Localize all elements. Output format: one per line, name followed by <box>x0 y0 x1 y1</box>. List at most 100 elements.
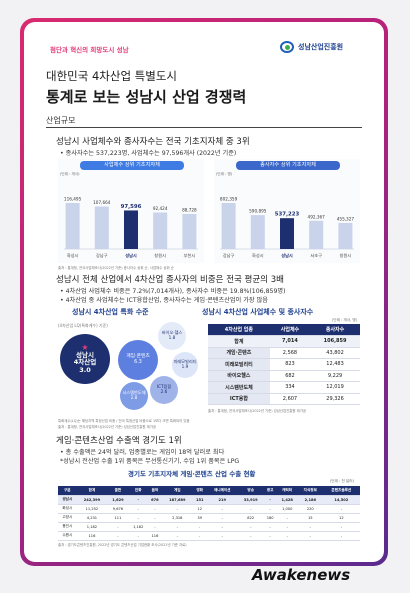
category-label: 강남구 <box>223 252 235 259</box>
table-cell: 9,676 <box>107 504 129 514</box>
table-cell: - <box>263 531 277 541</box>
table-cell: - <box>322 531 360 541</box>
category-label: 성남시 <box>125 252 137 259</box>
chart-plot: 116,495 화성시 107,664 강남구 97,596 성남시 92,424 창원시 88… <box>64 197 198 259</box>
table-cell: - <box>147 513 162 523</box>
bubble-label: 4차산업 <box>73 358 97 367</box>
row-label: 미래모빌리티 <box>208 358 270 371</box>
table-cell: 1,629 <box>107 495 129 505</box>
table-cell: 1,182 <box>128 522 148 532</box>
bubble-value: 3.0 <box>79 365 91 374</box>
share-bullet-2: • 4차산업 중 사업체수는 ICT융합산업, 종사자수는 게임·콘텐츠산업이 … <box>60 297 268 304</box>
category-label: 강남구 <box>96 252 108 259</box>
table-cell: - <box>128 531 148 541</box>
bubble-label: 게임·콘텐츠 <box>126 354 150 360</box>
table-row: 게임·콘텐츠 2,568 43,802 <box>208 347 360 359</box>
table-row: 화성시 11,252 9,676 - - - 12 - - - 1,000 22… <box>58 504 360 514</box>
export-source: 출처 : 경기도콘텐츠진흥원, 2022년 경기도 콘텐츠산업 기업현황 조사(… <box>58 543 187 547</box>
table-row: 수원시 116 - - 116 - - - - - - - - <box>58 531 360 541</box>
column-header: 4차산업 업종 <box>208 324 270 336</box>
table-cell: - <box>206 522 238 532</box>
table-header-row: 구분 합계 출판 만화 음악 게임 영화 애니메이션 방송 광고 캐릭터 지식정… <box>58 486 360 496</box>
data-label: 107,664 <box>93 200 111 205</box>
headline-main: 통계로 보는 성남시 산업 경쟁력 <box>46 88 247 106</box>
chart-title: 종사자수 상위 기초지자체 <box>236 161 340 170</box>
table-cell: 111 <box>107 513 129 523</box>
table-cell: - <box>128 495 148 505</box>
table-cell: 2,607 <box>269 393 311 405</box>
table-cell: - <box>128 513 148 523</box>
chart-plot: 802,359 강남구 590,895 화성시 537,223 성남시 492,367 서초구… <box>220 197 354 260</box>
table-cell: - <box>206 531 238 541</box>
table-row: 용인시 1,182 - 1,182 - - - - - - - - - <box>58 522 360 532</box>
column-header: 지식정보 <box>297 486 323 496</box>
table-cell: 219 <box>206 495 238 505</box>
bar <box>153 212 168 249</box>
table-cell: - <box>161 522 193 532</box>
employment-source: 출처 : 통계청, 전국사업체조사(2022년 기준) 성남산업진흥원 재가공 <box>208 409 306 413</box>
table-row-seongnam: 성남시 242,399 1,629 - 676 187,689 151 219 … <box>58 495 360 505</box>
employment-table: 4차산업 업종 사업체수 종사자수 합계 7,014 106,859 게임·콘텐… <box>208 324 360 405</box>
bubble-future-mobility: 미래모빌리티 1.9 <box>172 352 198 378</box>
table-cell: - <box>237 504 264 514</box>
export-bullet-1: • 총 수출액은 24억 달러, 업종별로는 게임이 18억 달러로 최다 <box>60 449 225 456</box>
table-cell: 29,326 <box>310 393 360 405</box>
data-label: 116,495 <box>64 197 82 202</box>
bubble-game-content: 게임·콘텐츠 6.3 <box>118 340 158 380</box>
bubble-label: 시스템반도체 <box>122 390 146 396</box>
column-header: 캐릭터 <box>276 486 298 496</box>
category-label: 화성시 <box>67 252 79 259</box>
table-cell: 7,014 <box>269 335 311 348</box>
table-cell: 151 <box>192 495 207 505</box>
bubble-label: 미래모빌리티 <box>173 359 197 365</box>
data-label: 88,728 <box>182 207 197 212</box>
row-label: 용인시 <box>58 522 77 532</box>
chart-unit: (단위 : 개사) <box>60 172 80 176</box>
star-icon: ★ <box>81 342 89 352</box>
data-label: 802,359 <box>220 197 238 202</box>
organization-logo-text: 성남산업진흥원 <box>298 43 344 51</box>
table-cell: 2,568 <box>269 347 311 359</box>
table-cell: - <box>297 531 323 541</box>
bar <box>65 203 80 249</box>
category-label: 성남시 <box>281 252 293 259</box>
bar <box>250 215 265 249</box>
table-cell: 676 <box>147 495 162 505</box>
export-bullet-2: *성남시 전산업 수출 1위 품목은 무선통신기기, 수입 1위 품목은 LPG <box>60 458 240 465</box>
sbi-logo-icon <box>280 41 294 53</box>
bubble-bio-health: 바이오·헬스 1.8 <box>158 322 186 350</box>
section-divider <box>46 127 362 128</box>
column-header: 출판 <box>107 486 129 496</box>
table-cell: 12 <box>322 513 360 523</box>
specialization-source: 출처 : 통계청, 전국사업체조사(2022년 기준) 성남산업진흥원 재가공 <box>58 425 156 429</box>
table-cell: 14,502 <box>322 495 360 505</box>
table-cell: - <box>161 531 193 541</box>
table-cell: - <box>297 522 323 532</box>
bubble-label: 성남시 <box>76 350 94 359</box>
column-header: 광고 <box>263 486 277 496</box>
category-label: 화성시 <box>252 252 264 259</box>
bubble-label: 바이오·헬스 <box>161 330 183 336</box>
row-label: 고양시 <box>58 513 77 523</box>
table-cell: - <box>276 513 298 523</box>
bubble-value: 6.3 <box>134 360 142 365</box>
table-row: 바이오헬스 682 9,229 <box>208 370 360 382</box>
table-cell: 682 <box>269 370 311 382</box>
bar <box>338 222 353 249</box>
table-cell: 9,229 <box>310 370 360 382</box>
row-label: 시스템반도체 <box>208 381 270 394</box>
data-label: 492,367 <box>308 214 326 219</box>
export-table: 구분 합계 출판 만화 음악 게임 영화 애니메이션 방송 광고 캐릭터 지식정… <box>58 486 360 541</box>
business-count-chart: 사업체수 상위 기초지자체 (단위 : 개사) 116,495 화성시 107,66… <box>58 159 204 263</box>
export-title: 게임·콘텐츠산업 수출액 경기도 1위 <box>56 436 182 446</box>
table-cell: - <box>263 522 277 532</box>
table-cell: 4,231 <box>76 513 108 523</box>
table-cell: 43,802 <box>310 347 360 359</box>
category-label: 창원시 <box>340 252 352 258</box>
data-label: 97,596 <box>121 204 142 210</box>
table-cell: - <box>147 522 162 532</box>
table-cell: - <box>161 504 193 514</box>
table-cell: 187,689 <box>161 495 193 505</box>
table-cell: - <box>237 531 264 541</box>
table-cell: - <box>192 522 207 532</box>
